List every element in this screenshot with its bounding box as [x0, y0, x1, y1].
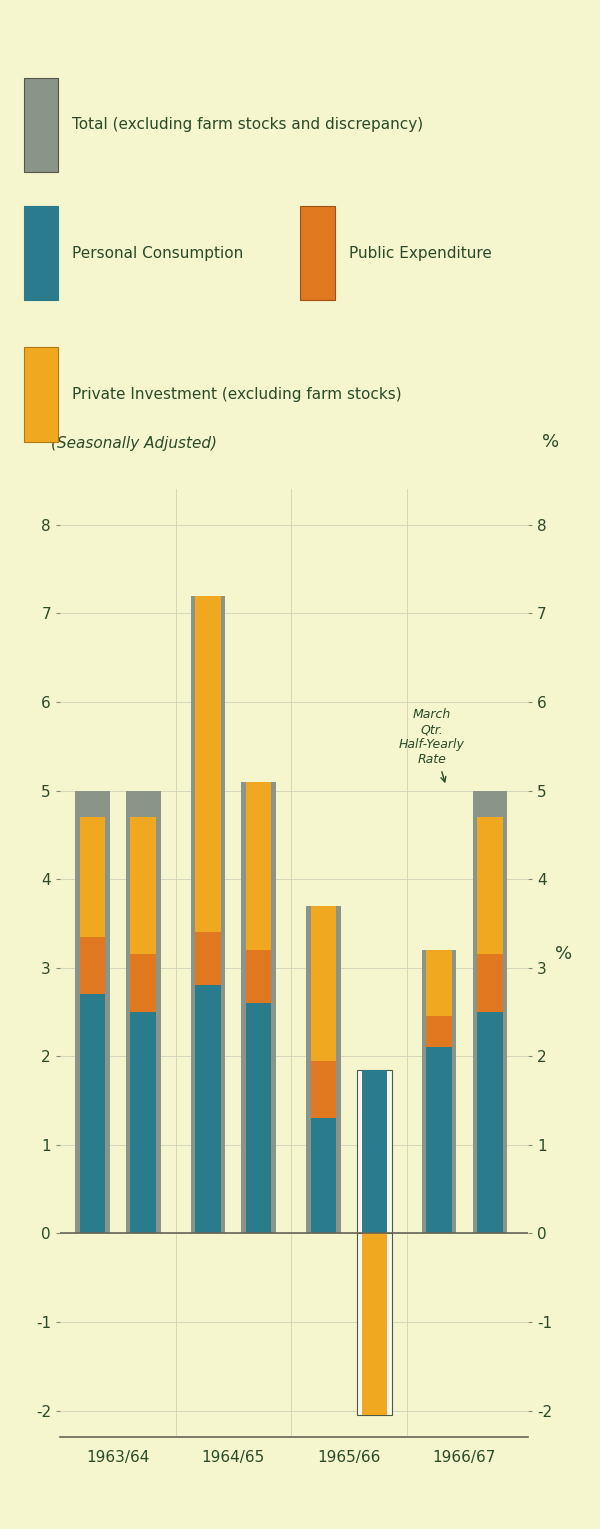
Bar	[80, 816, 105, 937]
Bar	[246, 950, 271, 1003]
Bar	[80, 994, 105, 1234]
FancyBboxPatch shape	[23, 78, 58, 171]
Text: (Seasonally Adjusted): (Seasonally Adjusted)	[50, 436, 217, 451]
Bar	[357, 1070, 392, 1234]
Bar	[357, 1234, 392, 1416]
Text: March
Qtr.
Half-Yearly
Rate: March Qtr. Half-Yearly Rate	[399, 708, 465, 781]
Bar	[362, 1234, 387, 1416]
Bar	[130, 816, 156, 954]
Bar	[241, 781, 276, 1234]
Bar	[477, 954, 503, 1012]
Bar	[195, 933, 221, 985]
Bar	[195, 985, 221, 1234]
Bar	[246, 1003, 271, 1234]
Text: %: %	[542, 433, 559, 451]
Bar	[427, 1047, 452, 1234]
Bar	[191, 596, 225, 1234]
Bar	[362, 1070, 387, 1234]
Bar	[427, 950, 452, 1017]
Bar	[311, 1061, 336, 1118]
Text: Public Expenditure: Public Expenditure	[349, 246, 492, 261]
Bar	[306, 905, 341, 1234]
Bar	[130, 954, 156, 1012]
Bar	[477, 1012, 503, 1234]
Bar	[473, 790, 507, 1234]
Bar	[75, 790, 110, 1234]
Bar	[80, 937, 105, 994]
Text: Total (excluding farm stocks and discrepancy): Total (excluding farm stocks and discrep…	[73, 118, 424, 133]
Bar	[427, 1017, 452, 1047]
Bar	[246, 781, 271, 950]
Text: Private Investment (excluding farm stocks): Private Investment (excluding farm stock…	[73, 387, 402, 402]
Y-axis label: %: %	[555, 945, 572, 963]
FancyBboxPatch shape	[23, 206, 58, 300]
Bar	[126, 790, 161, 1234]
Bar	[311, 1118, 336, 1234]
FancyBboxPatch shape	[300, 206, 335, 300]
Bar	[195, 596, 221, 933]
Bar	[422, 950, 457, 1234]
FancyBboxPatch shape	[23, 347, 58, 442]
Bar	[477, 816, 503, 954]
Bar	[130, 1012, 156, 1234]
Text: Personal Consumption: Personal Consumption	[73, 246, 244, 261]
Bar	[311, 905, 336, 1061]
